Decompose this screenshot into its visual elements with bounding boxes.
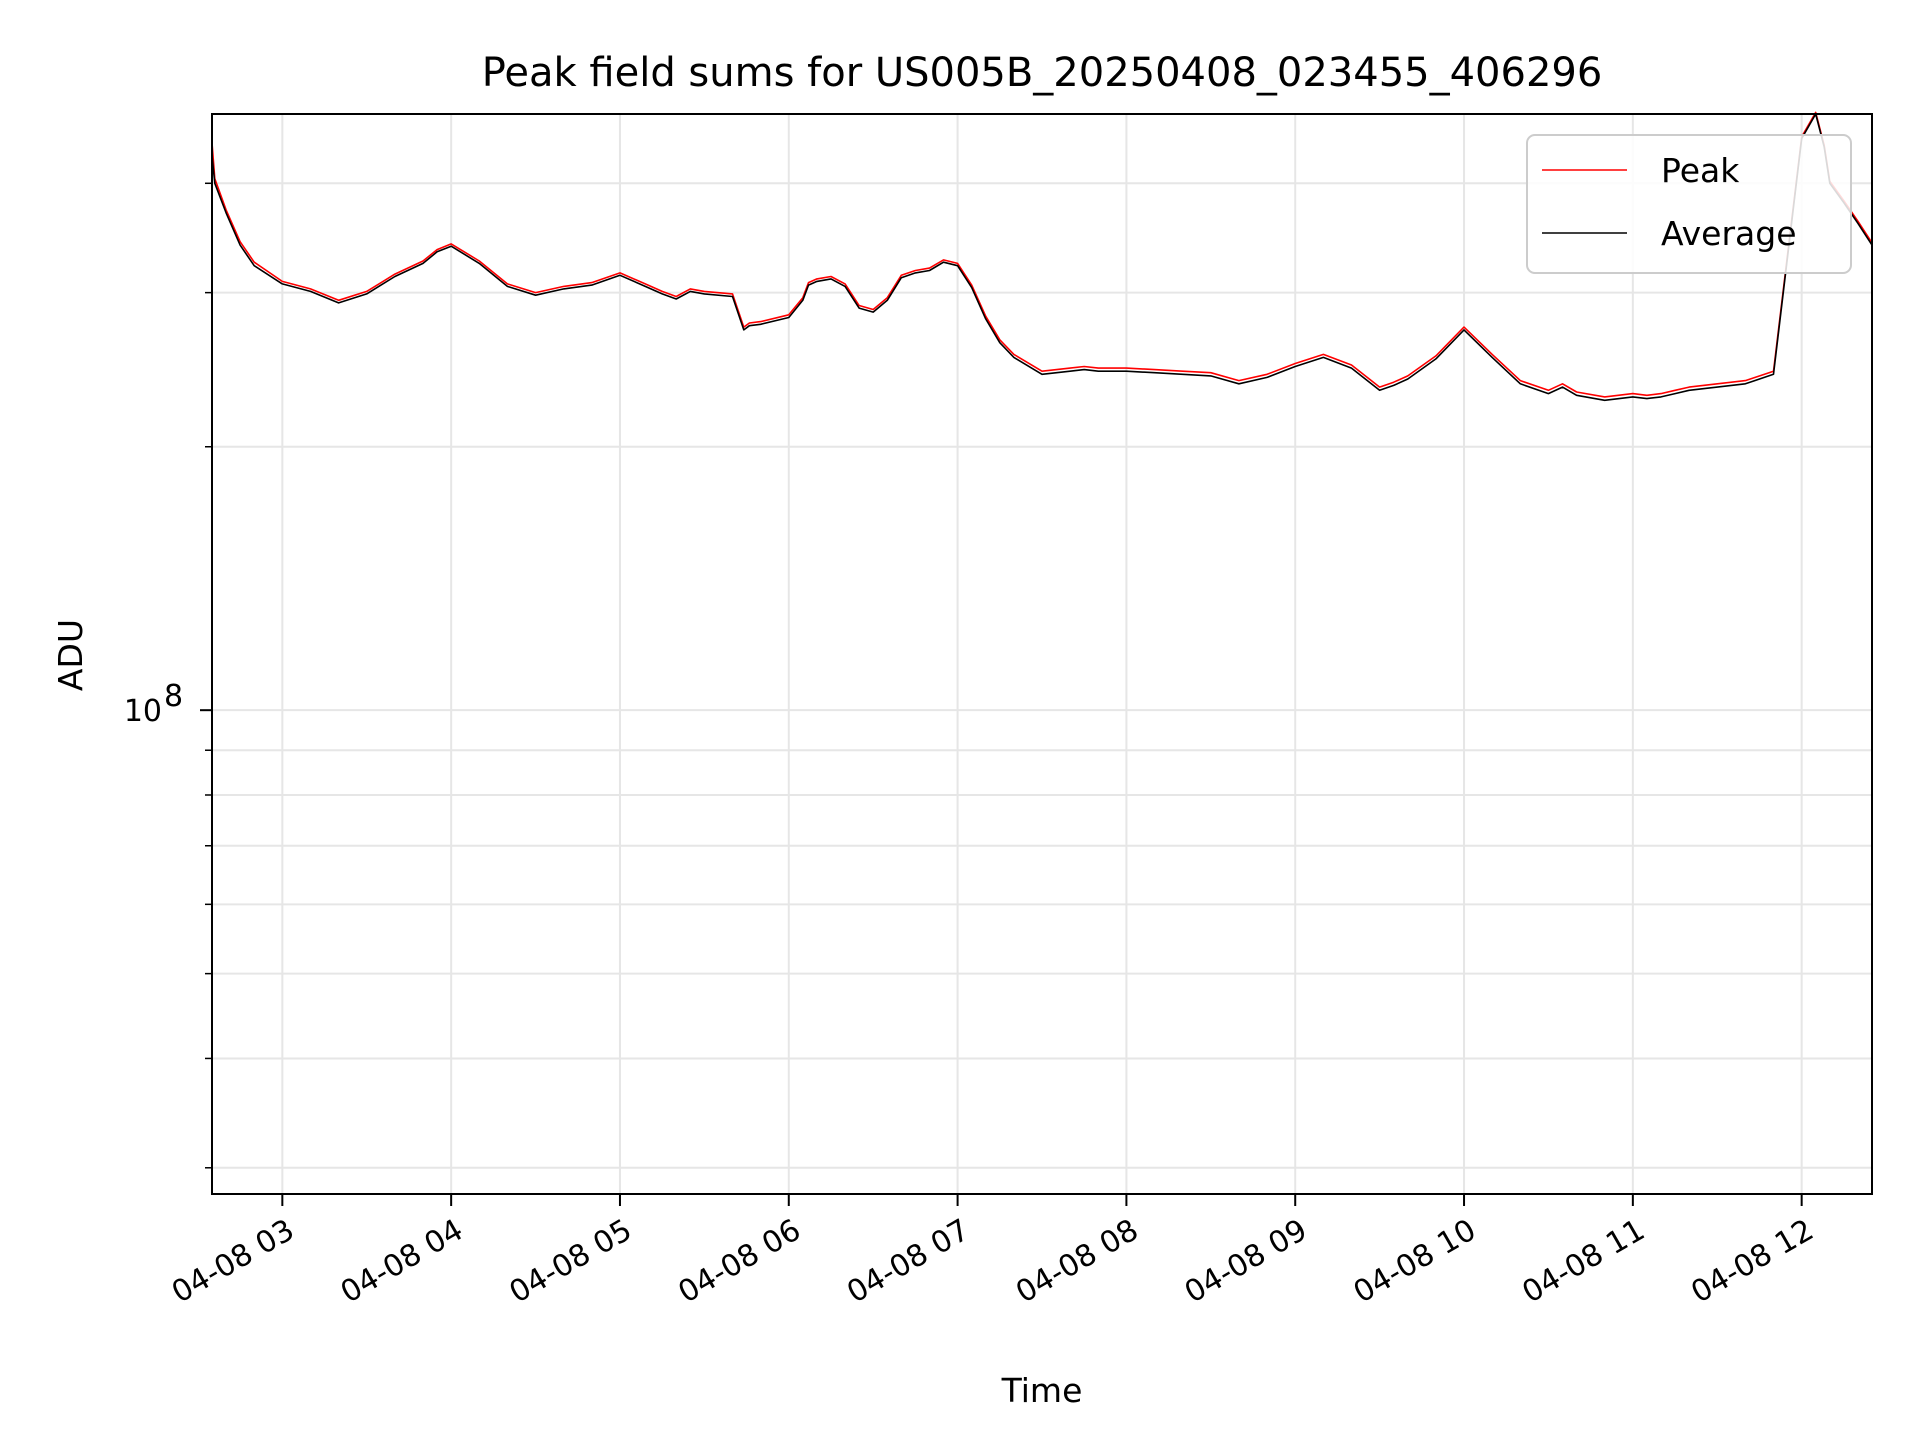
- y-axis-label: ADU: [51, 619, 90, 691]
- legend-label-peak: Peak: [1661, 151, 1740, 190]
- legend: Peak Average: [1526, 134, 1852, 274]
- legend-label-average: Average: [1661, 214, 1797, 253]
- chart-title: Peak field sums for US005B_20250408_0234…: [482, 50, 1603, 96]
- series-lines: [211, 111, 1873, 402]
- y-tick-label: 10: [124, 694, 162, 729]
- series-line-average: [211, 113, 1873, 402]
- plot-frame: [211, 113, 1873, 1195]
- series-line-peak: [211, 111, 1873, 398]
- y-tick-exponent: 8: [164, 679, 183, 714]
- x-axis-label: Time: [1001, 1371, 1083, 1410]
